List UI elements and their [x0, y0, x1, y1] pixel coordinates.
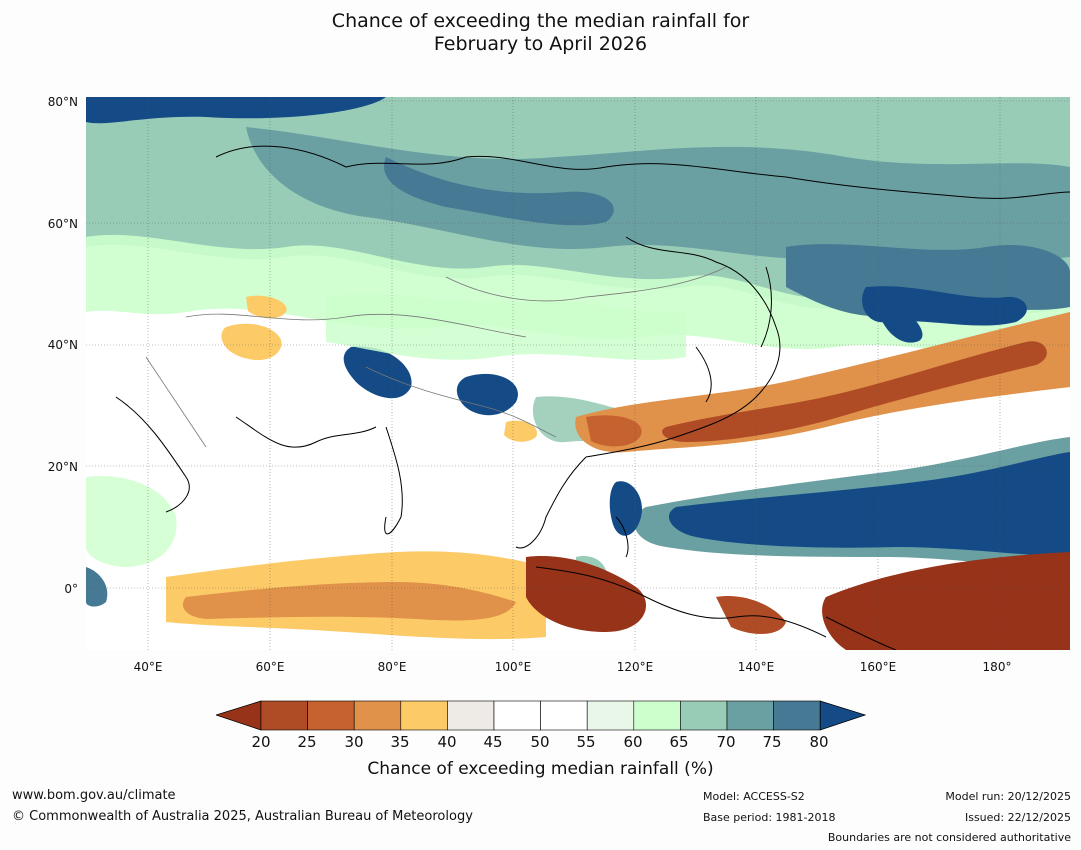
colorbar-tick-45: 45 — [483, 733, 503, 751]
lon-label-40e: 40°E — [133, 660, 163, 674]
colorbar-segment — [540, 700, 588, 731]
region-siberia-blue — [384, 157, 614, 226]
chart-title-line1: Chance of exceeding the median rainfall … — [331, 10, 750, 32]
colorbar-tick-75: 75 — [762, 733, 782, 751]
lat-label-40n: 40°N — [47, 338, 78, 352]
lon-label-80e: 80°E — [377, 660, 407, 674]
lat-label-60n: 60°N — [47, 217, 78, 231]
colorbar-segment — [726, 700, 774, 731]
colorbar-tick-55: 55 — [576, 733, 596, 751]
lon-label-140e: 140°E — [737, 660, 775, 674]
region-arctic-dark — [86, 97, 386, 124]
colorbar-tick-50: 50 — [530, 733, 550, 751]
region-siberia-teal — [246, 127, 1070, 260]
region-central-asia-dry — [246, 295, 287, 319]
colorbar-segment — [586, 700, 635, 731]
colorbar-tick-80: 80 — [809, 733, 829, 751]
region-bay-bengal-orange — [504, 420, 537, 442]
lat-label-20n: 20°N — [47, 460, 78, 474]
region-pacific-dry-band — [575, 312, 1070, 453]
chart-title-line2: February to April 2026 — [433, 33, 648, 55]
colorbar-segment — [773, 700, 821, 731]
copyright-text: © Commonwealth of Australia 2025, Austra… — [12, 809, 473, 824]
region-somali-light — [86, 476, 177, 567]
colorbar-tick-35: 35 — [390, 733, 410, 751]
region-indian-ocean-brown — [182, 582, 516, 621]
region-newguinea-dry — [716, 596, 786, 634]
coastlines — [115, 145, 1070, 650]
colorbar-arrow-high — [819, 700, 867, 731]
region-pacific-dry-core — [662, 341, 1047, 442]
model-run-text: Model run: 20/12/2025 — [945, 790, 1071, 803]
region-iran-dry — [221, 323, 282, 361]
colorbar-tick-25: 25 — [297, 733, 317, 751]
colorbar-segment — [353, 700, 402, 731]
region-south-pacific-dry — [822, 552, 1070, 650]
region-pacific-north-dark — [876, 297, 923, 343]
lon-label-120e: 120°E — [616, 660, 654, 674]
colorbar-tick-65: 65 — [669, 733, 689, 751]
region-north-light-green — [86, 234, 1070, 355]
colorbar-tick-30: 30 — [344, 733, 364, 751]
region-east-africa-blue — [86, 567, 108, 607]
lon-label-180: 180° — [982, 660, 1012, 674]
model-text: Model: ACCESS-S2 — [703, 790, 805, 803]
colorbar-tick-40: 40 — [437, 733, 457, 751]
lon-label-60e: 60°E — [255, 660, 285, 674]
colorbar-segment — [400, 700, 448, 731]
rainfall-map — [86, 97, 1070, 650]
lon-label-160e: 160°E — [859, 660, 897, 674]
region-philippine-blue — [609, 481, 642, 536]
lat-label-0: 0° — [64, 582, 78, 596]
colorbar-segment — [307, 700, 355, 731]
region-south-china-dry — [586, 415, 642, 447]
country-borders — [145, 266, 727, 448]
colorbar-tick-20: 20 — [251, 733, 271, 751]
lat-label-80n: 80°N — [47, 95, 78, 109]
colorbar-segment — [680, 700, 728, 731]
colorbar-graphic — [214, 700, 867, 731]
region-pacific-wet-core — [668, 452, 1070, 557]
issued-text: Issued: 22/12/2025 — [964, 811, 1071, 824]
base-period-text: Base period: 1981-2018 — [703, 811, 836, 824]
colorbar-segment — [447, 700, 495, 731]
colorbar-segment — [493, 700, 541, 731]
disclaimer-text: Boundaries are not considered authoritat… — [827, 831, 1071, 844]
colorbar-tick-70: 70 — [716, 733, 736, 751]
colorbar — [214, 700, 867, 732]
colorbar-arrow-low — [214, 700, 262, 731]
website-link[interactable]: www.bom.gov.au/climate — [12, 788, 176, 803]
colorbar-label: Chance of exceeding median rainfall (%) — [367, 759, 714, 779]
region-indonesia-dry — [526, 556, 646, 632]
region-china-blue — [456, 373, 518, 416]
region-central-asia-green — [326, 294, 686, 360]
colorbar-segment — [260, 700, 308, 731]
colorbar-tick-60: 60 — [623, 733, 643, 751]
lon-label-100e: 100°E — [494, 660, 532, 674]
colorbar-segment — [633, 700, 681, 731]
